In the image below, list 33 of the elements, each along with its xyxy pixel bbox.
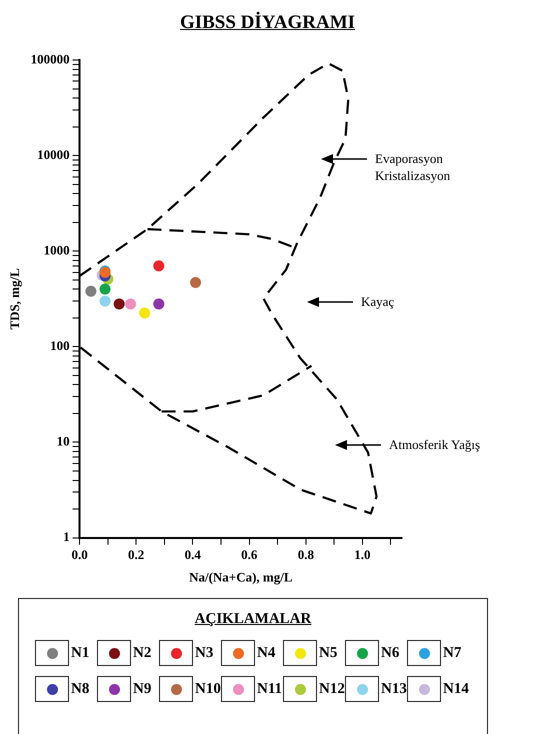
legend-label: N5 <box>319 644 338 662</box>
y-tick-label: 1 <box>63 529 70 544</box>
legend-label: N3 <box>195 644 214 662</box>
legend-label: N7 <box>443 644 462 662</box>
x-axis-title: Na/(Na+Ca), mg/L <box>189 570 293 585</box>
legend-label: N12 <box>319 680 345 698</box>
legend-label: N4 <box>257 644 276 662</box>
y-tick-label: 10000 <box>37 146 70 162</box>
annotation: Atmosferik Yağış <box>389 436 480 453</box>
y-tick-label: 100000 <box>30 51 70 66</box>
legend-label: N8 <box>71 680 90 698</box>
annotation: Evaporasyon Kristalizasyon <box>375 150 450 184</box>
x-tick-label: 0.4 <box>184 546 202 562</box>
legend-title: AÇIKLAMALAR <box>194 611 312 627</box>
legend-label: N9 <box>133 680 152 698</box>
y-tick-label: 1000 <box>44 242 70 258</box>
legend-label: N1 <box>71 644 90 662</box>
x-tick-label: 0.6 <box>241 546 258 562</box>
y-axis-title: TDS, mg/L <box>7 268 22 330</box>
x-tick-label: 0.2 <box>128 546 144 562</box>
annotation: Kayaç <box>361 293 394 310</box>
legend-label: N13 <box>381 680 407 698</box>
legend-label: N14 <box>443 680 469 698</box>
legend-label: N2 <box>133 644 152 662</box>
legend-label: N10 <box>195 680 221 698</box>
legend-label: N6 <box>381 644 400 662</box>
x-tick-label: 1.0 <box>354 546 371 562</box>
y-tick-label: 100 <box>50 338 70 354</box>
legend-label: N11 <box>257 680 282 698</box>
chart-title: GIBSS DİYAGRAMI <box>180 12 356 33</box>
x-tick-label: 0.0 <box>71 546 88 562</box>
y-tick-label: 10 <box>56 434 70 449</box>
x-tick-label: 0.8 <box>298 546 314 562</box>
